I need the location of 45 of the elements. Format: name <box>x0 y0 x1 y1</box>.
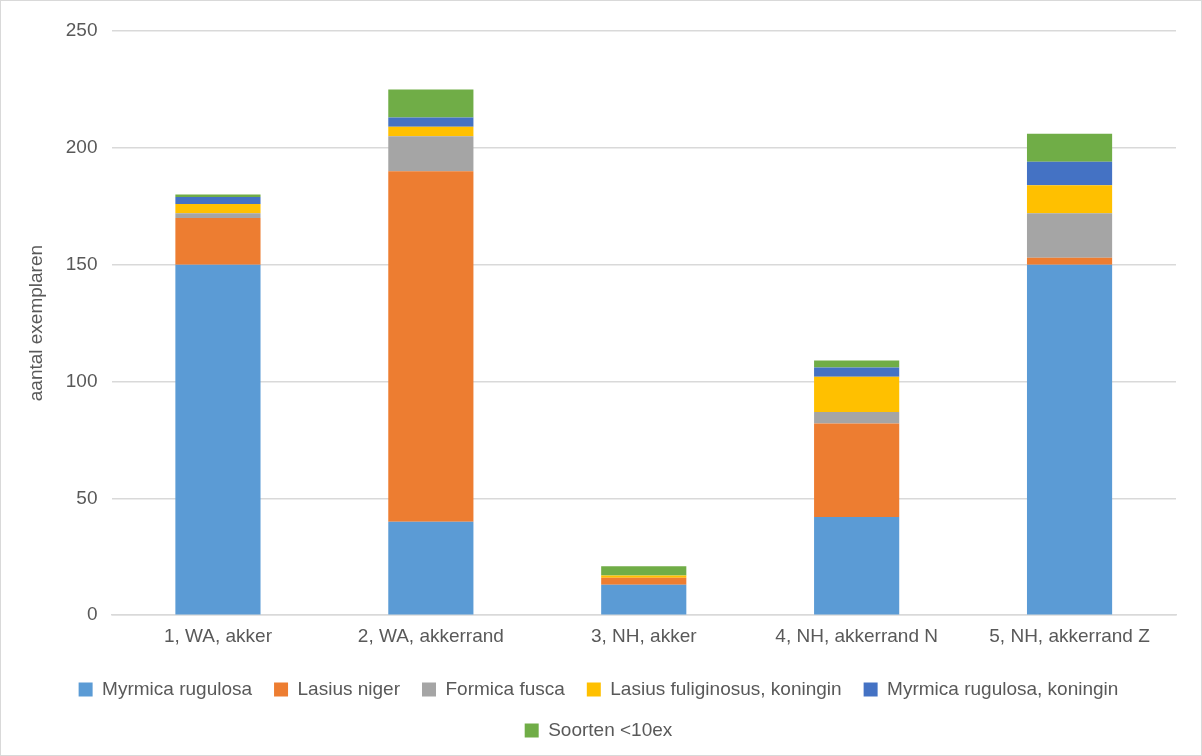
x-tick-label: 5, NH, akkerrand Z <box>989 624 1151 646</box>
y-axis-title: aantal exemplaren <box>24 244 46 402</box>
bar <box>388 117 474 127</box>
legend-label: Myrmica rugulosa, koningin <box>887 677 1119 699</box>
y-tick-label: 0 <box>86 603 98 625</box>
y-tick-label: 100 <box>65 369 98 391</box>
bar <box>388 171 474 522</box>
bar <box>388 521 474 615</box>
bar <box>1026 257 1113 265</box>
bar <box>388 136 474 172</box>
bar <box>814 411 900 424</box>
bar <box>601 584 687 615</box>
bar <box>814 367 900 377</box>
bar <box>1026 185 1113 214</box>
legend-label: Soorten <10ex <box>548 718 673 740</box>
x-tick-label: 1, WA, akker <box>163 624 273 646</box>
bar <box>1026 161 1113 186</box>
bar <box>175 217 261 265</box>
bar <box>175 196 261 204</box>
bar <box>388 126 474 137</box>
legend-label: Lasius fuliginosus, koningin <box>610 677 842 699</box>
y-tick-label: 50 <box>76 486 98 508</box>
bar <box>175 203 261 214</box>
bar <box>601 577 687 585</box>
y-tick-label: 250 <box>65 19 98 41</box>
bar <box>175 264 261 615</box>
bar <box>1026 264 1113 615</box>
bar <box>814 517 900 615</box>
legend-label: Myrmica rugulosa <box>102 677 253 699</box>
bar <box>814 360 900 368</box>
bar <box>1026 213 1113 258</box>
bar <box>1026 133 1113 162</box>
bar <box>388 89 474 118</box>
x-tick-label: 4, NH, akkerrand N <box>775 624 938 646</box>
bar <box>814 376 900 412</box>
y-tick-label: 200 <box>65 136 98 158</box>
bar <box>814 423 900 518</box>
legend-label: Lasius niger <box>297 677 401 699</box>
bar <box>601 566 687 576</box>
y-tick-label: 150 <box>65 252 98 274</box>
x-tick-label: 2, WA, akkerrand <box>357 624 504 646</box>
x-tick-label: 3, NH, akker <box>590 624 698 646</box>
legend-label: Formica fusca <box>445 677 566 699</box>
bar <box>601 575 687 578</box>
bar <box>175 213 261 218</box>
